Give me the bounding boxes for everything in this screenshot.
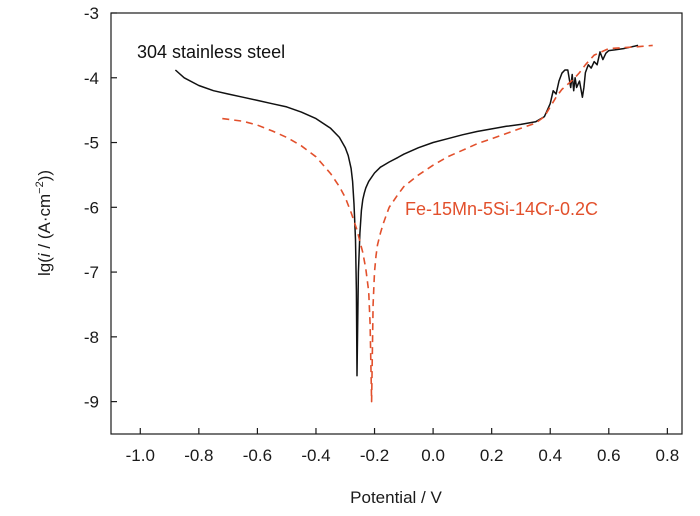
y-axis-label-superscript: −2 bbox=[34, 181, 46, 194]
y-tick-label: -9 bbox=[84, 393, 99, 412]
y-tick-label: -7 bbox=[84, 263, 99, 282]
x-tick-label: -0.8 bbox=[184, 446, 213, 465]
x-tick-label: 0.8 bbox=[656, 446, 680, 465]
y-axis-label: lg(i / (A·cm−2)) bbox=[34, 170, 54, 276]
x-tick-label: -0.4 bbox=[301, 446, 330, 465]
axis-ticks: -1.0 -0.8 -0.6 -0.4 -0.2 0.0 0.2 0.4 0.6 0.8 -3 -4 -… bbox=[84, 4, 679, 465]
y-axis-label-suffix: )) bbox=[35, 170, 54, 181]
plot-frame bbox=[110, 12, 683, 435]
series-line-1 bbox=[222, 44, 653, 403]
y-tick-label: -3 bbox=[84, 4, 99, 23]
x-axis-label: Potential / V bbox=[350, 488, 442, 507]
series-line-0 bbox=[174, 44, 639, 377]
y-tick-label: -6 bbox=[84, 198, 99, 217]
x-tick-label: -0.6 bbox=[243, 446, 272, 465]
y-axis-label-prefix: lg( bbox=[35, 257, 54, 276]
x-tick-label: 0.6 bbox=[597, 446, 621, 465]
series-label-fe-15mn-5si-14cr-0.2c: Fe-15Mn-5Si-14Cr-0.2C bbox=[405, 199, 598, 219]
x-tick-label: -1.0 bbox=[126, 446, 155, 465]
y-axis-label-middle: / (A·cm bbox=[35, 194, 54, 254]
y-axis-label-italic: i bbox=[35, 252, 54, 257]
y-tick-label: -4 bbox=[84, 69, 99, 88]
x-tick-label: 0.4 bbox=[538, 446, 562, 465]
x-tick-label: -0.2 bbox=[360, 446, 389, 465]
y-tick-label: -8 bbox=[84, 328, 99, 347]
series-label-304-stainless-steel: 304 stainless steel bbox=[137, 42, 285, 62]
y-tick-label: -5 bbox=[84, 134, 99, 153]
x-tick-label: 0.2 bbox=[480, 446, 504, 465]
x-tick-label: 0.0 bbox=[421, 446, 445, 465]
series-lines bbox=[174, 44, 653, 403]
